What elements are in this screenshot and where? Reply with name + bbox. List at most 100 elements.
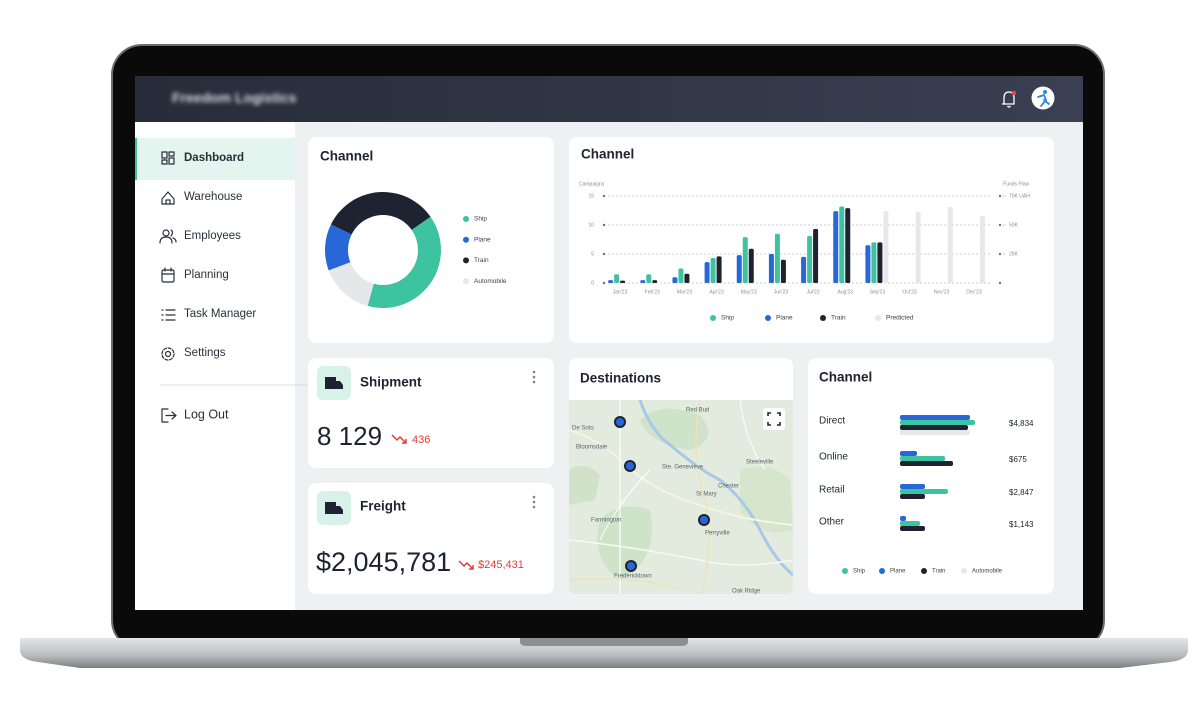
kpi-value: $2,045,781 xyxy=(316,547,451,577)
legend-label: Plane xyxy=(776,315,793,322)
menu-logout[interactable]: Log Out xyxy=(161,407,229,423)
truck-icon xyxy=(325,377,343,389)
legend-swatch xyxy=(879,568,885,574)
grid-end-dot xyxy=(998,223,1002,227)
legend-swatch xyxy=(842,568,848,574)
x-tick-label: Jul'23 xyxy=(807,289,820,295)
bar xyxy=(900,489,948,494)
bar xyxy=(614,274,620,283)
card xyxy=(308,483,554,594)
kebab-menu[interactable] xyxy=(532,495,536,509)
map-place-label: Fredericktown xyxy=(614,574,652,580)
category-label: Online xyxy=(819,452,848,463)
menu-label: Task Manager xyxy=(184,308,256,320)
bar xyxy=(915,211,921,283)
donut-segment xyxy=(330,191,431,235)
map-place-label: Oak Ridge xyxy=(732,589,761,595)
bar xyxy=(900,425,968,430)
legend-label: Ship xyxy=(853,569,866,575)
card-title: Channel xyxy=(320,149,373,164)
category-label: Direct xyxy=(819,416,845,427)
menu-label: Settings xyxy=(184,347,226,359)
x-tick-label: Apr'23 xyxy=(709,289,724,295)
donut-segment xyxy=(367,216,442,309)
map-place-label: Farmington xyxy=(591,518,621,524)
legend-swatch xyxy=(921,568,927,574)
grid-end-dot xyxy=(602,194,606,198)
legend-swatch xyxy=(463,236,469,243)
card-title: Channel xyxy=(581,147,634,162)
notification-bell[interactable] xyxy=(1002,90,1017,108)
donut-segment xyxy=(328,262,374,306)
map-place-label: De Soto xyxy=(572,426,594,432)
legend-swatch xyxy=(463,257,469,264)
y-tick-label: 0 xyxy=(591,280,594,286)
bar xyxy=(774,233,780,283)
bar xyxy=(900,521,920,526)
donut-segment xyxy=(325,224,352,271)
total-label: $2,847 xyxy=(1009,488,1034,497)
trend-down-icon xyxy=(391,434,407,444)
bar xyxy=(900,415,970,420)
bar xyxy=(839,206,845,283)
legend-label: Ship xyxy=(721,315,734,322)
bar xyxy=(900,494,925,499)
bar xyxy=(845,208,851,283)
map-pin-inner xyxy=(627,562,635,570)
bar xyxy=(871,242,877,283)
x-tick-label: Jun'23 xyxy=(774,289,789,295)
menu-dashboard[interactable]: Dashboard xyxy=(161,151,244,165)
total-label: $1,143 xyxy=(1009,520,1034,529)
bar xyxy=(883,211,889,283)
grid-end-dot xyxy=(602,223,606,227)
bar xyxy=(710,258,716,283)
map-place-label: Steeleville xyxy=(746,460,774,466)
y2-axis-label: Funds Flow xyxy=(1003,181,1029,187)
total-label: $675 xyxy=(1009,455,1027,464)
bar xyxy=(748,248,754,283)
map[interactable]: Red Bud De Soto Bloomsdale Ste. Genevieve St… xyxy=(569,400,793,600)
legend-swatch xyxy=(765,315,771,321)
bar xyxy=(900,484,925,489)
map-place-label: Chester xyxy=(718,484,739,490)
x-tick-label: Jan'23 xyxy=(613,289,628,295)
y2-tick-label: 75K UAH xyxy=(1009,193,1030,199)
legend-swatch xyxy=(961,568,967,574)
menu-task-manager[interactable]: Task Manager xyxy=(161,308,256,321)
grid-end-dot xyxy=(998,194,1002,198)
active-item-bg xyxy=(137,138,295,180)
category-label: Retail xyxy=(819,485,845,496)
app-title: Freedom Logistics xyxy=(172,90,297,106)
menu-planning[interactable]: Planning xyxy=(161,267,229,283)
map-place-label: St Mary xyxy=(696,492,717,498)
grid-end-dot xyxy=(602,252,606,256)
map-place-label: Ste. Genevieve xyxy=(662,465,704,471)
bar xyxy=(900,430,970,435)
kebab-menu[interactable] xyxy=(532,370,536,384)
menu-employees[interactable]: Employees xyxy=(159,229,241,244)
bar xyxy=(640,280,646,283)
bar xyxy=(900,456,945,461)
card-title: Channel xyxy=(819,370,872,385)
top-bar xyxy=(135,76,1083,122)
bar xyxy=(646,274,652,283)
map-pin-inner xyxy=(700,516,708,524)
bar xyxy=(833,211,839,283)
bar xyxy=(877,242,883,283)
bar xyxy=(807,236,813,283)
legend-label: Train xyxy=(474,257,489,264)
menu-settings[interactable]: Settings xyxy=(161,347,226,361)
menu-label: Planning xyxy=(184,269,229,281)
fullscreen-button[interactable] xyxy=(763,408,785,430)
legend-swatch xyxy=(710,315,716,321)
bar xyxy=(947,207,953,283)
menu-warehouse[interactable]: Warehouse xyxy=(161,191,242,205)
user-avatar[interactable] xyxy=(1031,86,1055,110)
legend-label: Train xyxy=(932,569,945,575)
total-label: $4,834 xyxy=(1009,419,1034,428)
x-tick-label: Feb'23 xyxy=(645,289,660,295)
menu-label: Log Out xyxy=(184,407,229,421)
legend-label: Plane xyxy=(890,569,906,575)
y-tick-label: 5 xyxy=(591,251,594,257)
